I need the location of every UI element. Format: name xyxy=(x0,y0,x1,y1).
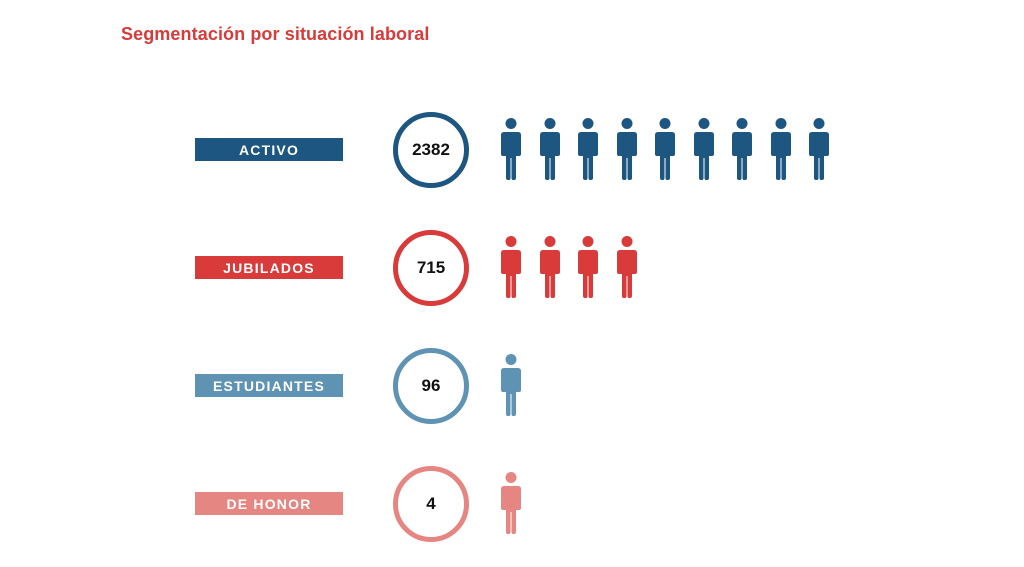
count-circle: 4 xyxy=(393,466,469,542)
row-estudiantes: ESTUDIANTES 96 xyxy=(0,346,1024,426)
row-jubilados: JUBILADOS 715 xyxy=(0,228,1024,308)
person-icon xyxy=(655,118,675,180)
person-icon xyxy=(539,236,560,298)
category-label: ACTIVO xyxy=(195,138,343,161)
count-circle: 96 xyxy=(393,348,469,424)
category-label: DE HONOR xyxy=(195,492,343,515)
person-icon xyxy=(578,118,598,180)
chart-title: Segmentación por situación laboral xyxy=(121,24,430,44)
person-icon xyxy=(501,236,521,298)
person-icon xyxy=(501,118,521,180)
person-icon xyxy=(501,354,521,416)
person-icon xyxy=(732,118,752,180)
row-activo: ACTIVO 2382 xyxy=(0,110,1024,190)
person-icon xyxy=(578,236,598,298)
person-icon xyxy=(616,118,637,180)
person-icon xyxy=(501,472,521,534)
person-icon xyxy=(616,236,637,298)
category-label: JUBILADOS xyxy=(195,256,343,279)
row-de-honor: DE HONOR 4 xyxy=(0,464,1024,544)
person-icon xyxy=(693,118,714,180)
count-circle: 2382 xyxy=(393,112,469,188)
person-icon xyxy=(809,118,829,180)
category-label: ESTUDIANTES xyxy=(195,374,343,397)
person-icon xyxy=(770,118,791,180)
person-icon xyxy=(539,118,560,180)
count-circle: 715 xyxy=(393,230,469,306)
